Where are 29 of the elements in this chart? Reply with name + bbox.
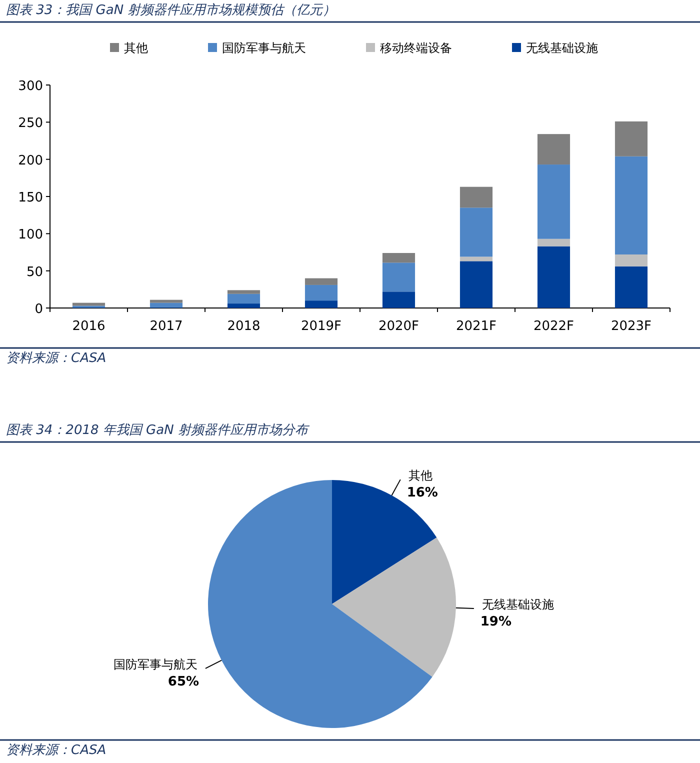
y-tick-label: 100 bbox=[18, 228, 43, 243]
chart-title: 图表 34：2018 年我国 GaN 射频器件应用市场分布 bbox=[6, 422, 310, 438]
slice-label: 其他 bbox=[408, 468, 432, 483]
x-tick-label: 2017 bbox=[150, 319, 183, 334]
x-tick-label: 2023F bbox=[610, 319, 652, 334]
x-tick-label: 2019F bbox=[300, 319, 342, 334]
y-tick-label: 50 bbox=[26, 264, 43, 280]
y-tick-label: 200 bbox=[18, 153, 43, 168]
text: 资料来源：CASA bbox=[6, 351, 106, 366]
y-tick-label: 150 bbox=[18, 190, 43, 206]
text: 资料来源：CASA bbox=[6, 743, 106, 758]
x-tick-label: 2016 bbox=[72, 319, 106, 334]
legend-label: 无线基础设施 bbox=[526, 41, 598, 55]
x-tick-label: 2018 bbox=[227, 319, 260, 334]
slice-label: 无线基础设施 bbox=[482, 597, 554, 612]
data-label: 16% bbox=[406, 486, 438, 501]
slice-label: 国防军事与航天 bbox=[113, 657, 198, 672]
x-tick-label: 2020F bbox=[378, 319, 420, 334]
y-tick-label: 0 bbox=[34, 302, 43, 317]
chart-title: 图表 33：我国 GaN 射频器件应用市场规模预估（亿元） bbox=[6, 2, 336, 18]
legend-label: 移动终端设备 bbox=[380, 41, 452, 55]
y-tick-label: 250 bbox=[18, 116, 43, 132]
legend-label: 国防军事与航天 bbox=[222, 41, 306, 55]
data-label: 19% bbox=[480, 614, 512, 630]
legend-label: 其他 bbox=[124, 41, 148, 55]
x-tick-label: 2022F bbox=[533, 319, 574, 334]
x-tick-label: 2021F bbox=[456, 319, 497, 334]
data-label: 65% bbox=[168, 674, 200, 690]
y-tick-label: 300 bbox=[18, 79, 43, 94]
